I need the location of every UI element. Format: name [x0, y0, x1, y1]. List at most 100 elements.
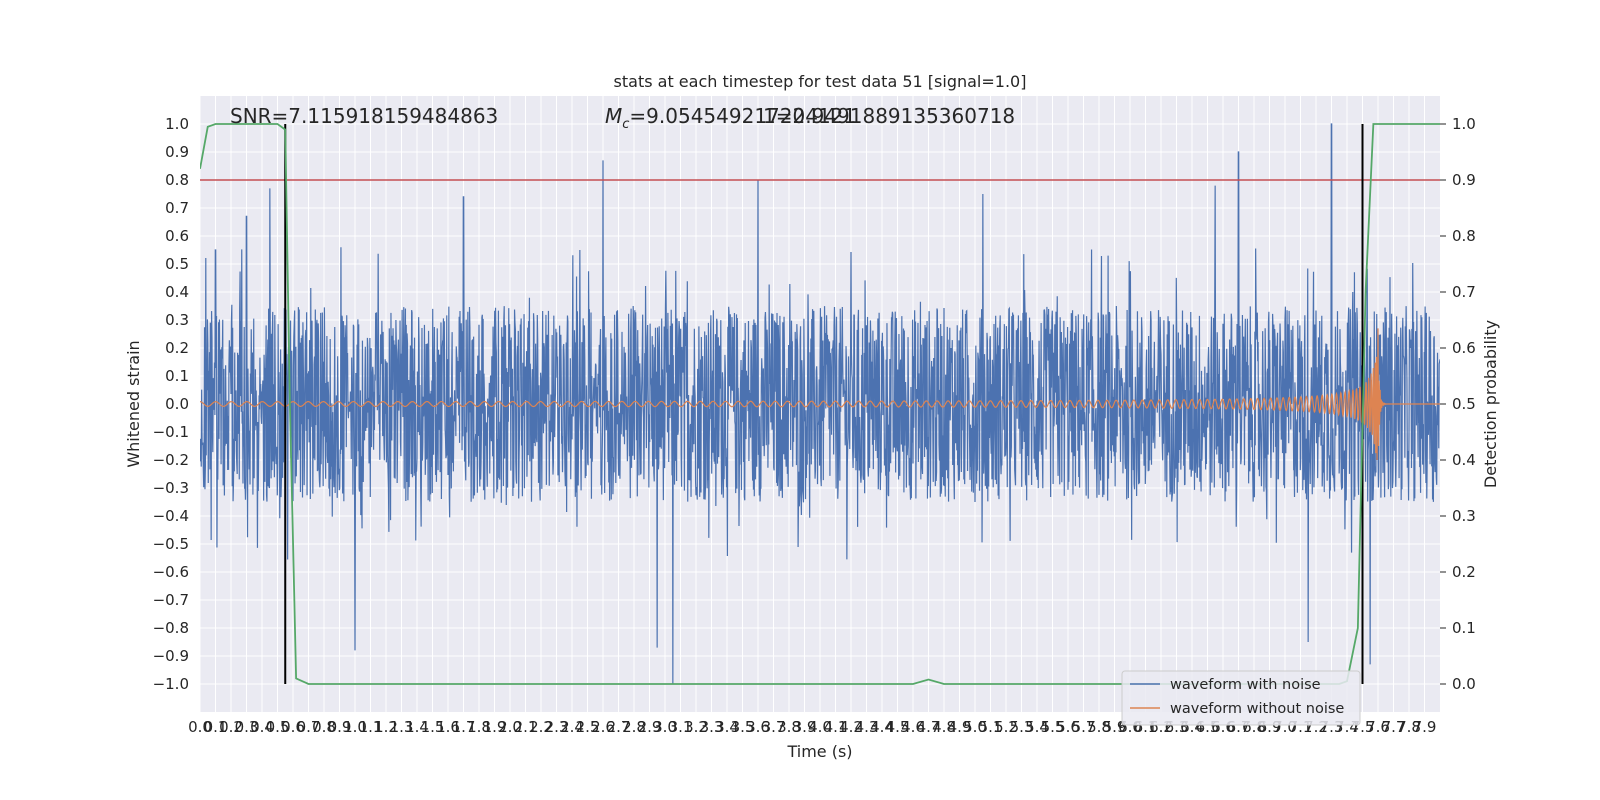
x-tick-label: 5.2 [994, 718, 1018, 736]
x-tick-label: 2.8 [622, 718, 646, 736]
x-tick-label: 2.3 [545, 718, 569, 736]
y-right-tick-label: 0.3 [1452, 507, 1476, 525]
x-tick-label: 5.5 [1041, 718, 1065, 736]
y-tick-label: 0.2 [165, 339, 189, 357]
y-tick-label: −0.2 [153, 451, 189, 469]
x-tick-label: 2.4 [560, 718, 584, 736]
x-tick-label: 4.3 [855, 718, 879, 736]
x-tick-label: 5.8 [1087, 718, 1111, 736]
x-tick-label: 3.3 [700, 718, 724, 736]
y-right-tick-label: 0.0 [1452, 675, 1476, 693]
y-tick-label: −0.1 [153, 423, 189, 441]
x-tick-label: 4.6 [901, 718, 925, 736]
y-right-tick-label: 0.4 [1452, 451, 1476, 469]
snr-annotation: SNR=7.115918159484863 [230, 104, 498, 128]
y-right-tick-label: 1.0 [1452, 115, 1476, 133]
x-tick-label: 5.9 [1103, 718, 1127, 736]
x-tick-label: 0.9 [328, 718, 352, 736]
x-tick-label: 4.7 [917, 718, 941, 736]
x-tick-label: 7.7 [1382, 718, 1406, 736]
y-tick-label: −0.8 [153, 619, 189, 637]
x-tick-label: 7.8 [1397, 718, 1421, 736]
y-tick-label: −0.9 [153, 647, 189, 665]
y-axis-label-right: Detection probability [1481, 320, 1500, 488]
x-tick-label: 2.7 [607, 718, 631, 736]
y-tick-label: −1.0 [153, 675, 189, 693]
x-tick-label: 0.8 [312, 718, 336, 736]
legend-box [1121, 670, 1361, 726]
y-tick-label: −0.7 [153, 591, 189, 609]
y-tick-label: 0.1 [165, 367, 189, 385]
x-tick-label: 4.9 [948, 718, 972, 736]
y-axis-label: Whitened strain [124, 340, 143, 467]
x-tick-label: 3.5 [731, 718, 755, 736]
y-tick-label: 0.4 [165, 283, 189, 301]
x-tick-label: 3.9 [793, 718, 817, 736]
x-tick-label: 5.6 [1056, 718, 1080, 736]
x-tick-label: 2.1 [514, 718, 538, 736]
x-tick-label: 0.5 [266, 718, 290, 736]
y-tick-label: 1.0 [165, 115, 189, 133]
waveform-without-noise-line [200, 328, 1440, 461]
x-axis-label: Time (s) [786, 742, 852, 761]
y-ticks-right: 1.0 0.9 0.8 0.7 0.6 0.5 0.4 0.3 0.2 0.1 0.0 [1440, 115, 1476, 693]
y-tick-label: −0.4 [153, 507, 189, 525]
y-right-tick-label: 0.1 [1452, 619, 1476, 637]
x-tick-label: 5.3 [1010, 718, 1034, 736]
y-right-tick-label: 0.2 [1452, 563, 1476, 581]
y-tick-label: 0.3 [165, 311, 189, 329]
x-tick-label: 4.0 [808, 718, 832, 736]
legend-entry-noise: waveform with noise [1170, 677, 1321, 693]
x-tick-label: 1.3 [390, 718, 414, 736]
legend-entry-clean: waveform without noise [1170, 701, 1344, 717]
y-ticks-left: 1.0 0.9 0.8 0.7 0.6 0.5 0.4 0.3 0.2 0.1 0.0 −0.1 −0.… [153, 115, 189, 693]
y-tick-label: −0.5 [153, 535, 189, 553]
detection-probability-line [200, 123, 1440, 685]
x-tick-label: 4.8 [932, 718, 956, 736]
x-tick-label: 1.6 [436, 718, 460, 736]
x-tick-label: 1.7 [452, 718, 476, 736]
overlap-annotation: 1=0.9491889135360718 [763, 104, 1015, 128]
y-tick-label: −0.6 [153, 563, 189, 581]
x-tick-label: 0.0 [188, 718, 212, 736]
waveform-with-noise-line [200, 123, 1440, 685]
x-tick-label: 5.1 [979, 718, 1003, 736]
x-tick-label: 5.7 [1072, 718, 1096, 736]
y-tick-label: 0.0 [165, 395, 189, 413]
x-tick-label: 1.5 [421, 718, 445, 736]
x-tick-label: 0.4 [250, 718, 274, 736]
x-tick-label: 1.4 [405, 718, 429, 736]
x-tick-label: 2.0 [498, 718, 522, 736]
x-tick-label: 7.9 [1413, 718, 1437, 736]
x-tick-label: 3.1 [669, 718, 693, 736]
x-tick-label: 3.8 [777, 718, 801, 736]
x-tick-label: 2.2 [529, 718, 553, 736]
chart-title: stats at each timestep for test data 51 … [614, 72, 1027, 91]
chirp-mass-annotation: Mc=9.054549217224121 [605, 104, 856, 132]
y-right-tick-label: 0.5 [1452, 395, 1476, 413]
x-tick-label: 0.1 [204, 718, 228, 736]
y-tick-label: 0.5 [165, 255, 189, 273]
x-tick-label: 1.0 [343, 718, 367, 736]
x-tick-label: 5.4 [1025, 718, 1049, 736]
x-tick-label: 0.6 [281, 718, 305, 736]
x-tick-label: 1.9 [483, 718, 507, 736]
x-tick-label: 5.0 [963, 718, 987, 736]
x-tick-label: 1.2 [374, 718, 398, 736]
x-tick-label: 3.4 [715, 718, 739, 736]
y-tick-label: 0.8 [165, 171, 189, 189]
x-tick-label: 3.0 [653, 718, 677, 736]
x-tick-label: 1.1 [359, 718, 383, 736]
x-tick-label: 2.9 [638, 718, 662, 736]
x-tick-label: 4.1 [824, 718, 848, 736]
y-right-tick-label: 0.6 [1452, 339, 1476, 357]
x-tick-label: 3.6 [746, 718, 770, 736]
x-tick-label: 2.5 [576, 718, 600, 736]
x-tick-label: 3.7 [762, 718, 786, 736]
x-tick-label: 7.6 [1366, 718, 1390, 736]
x-tick-label: 0.2 [219, 718, 243, 736]
x-tick-label: 0.3 [235, 718, 259, 736]
y-tick-label: −0.3 [153, 479, 189, 497]
y-tick-label: 0.6 [165, 227, 189, 245]
